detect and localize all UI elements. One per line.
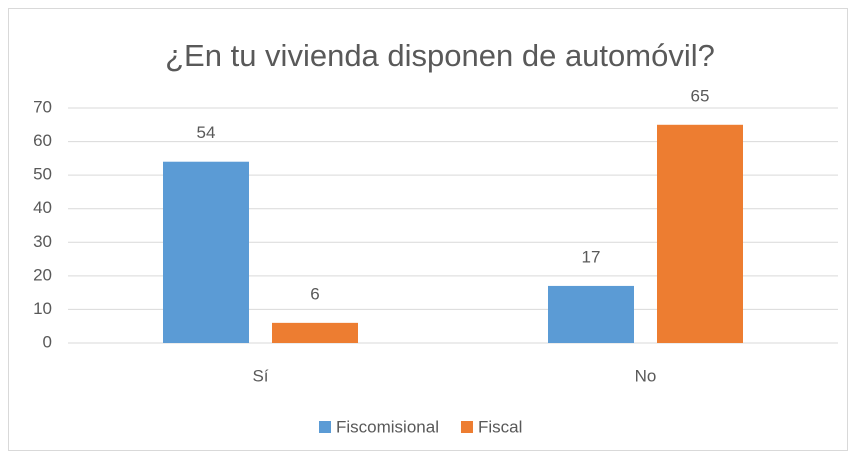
data-label: 54 — [197, 123, 216, 142]
data-label: 65 — [691, 86, 710, 105]
legend-swatch — [460, 421, 473, 433]
y-tick-label: 10 — [33, 299, 52, 318]
x-tick-label: No — [635, 366, 657, 385]
y-tick-label: 70 — [33, 97, 52, 116]
bar — [657, 124, 743, 344]
bar — [272, 322, 358, 343]
bar — [163, 161, 249, 343]
y-tick-label: 0 — [43, 332, 52, 351]
y-tick-label: 20 — [33, 265, 52, 284]
bar — [548, 285, 634, 343]
x-tick-label: Sí — [252, 366, 268, 385]
data-label: 17 — [582, 247, 601, 266]
legend-swatch — [319, 421, 331, 433]
legend-label: Fiscal — [478, 417, 522, 436]
data-label: 6 — [310, 284, 319, 303]
y-tick-label: 30 — [33, 232, 52, 251]
y-tick-label: 40 — [33, 198, 52, 217]
y-tick-label: 50 — [33, 165, 52, 184]
chart-title: ¿En tu vivienda disponen de automóvil? — [165, 38, 715, 73]
y-tick-label: 60 — [33, 131, 52, 150]
legend-label: Fiscomisional — [336, 417, 439, 436]
